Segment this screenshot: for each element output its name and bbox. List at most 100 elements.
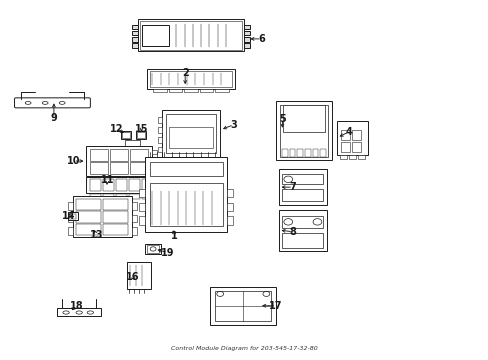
Bar — [137, 19, 244, 51]
Bar — [340, 142, 349, 152]
Bar — [149, 71, 232, 87]
Bar — [312, 149, 318, 157]
Bar — [152, 157, 157, 161]
Bar — [158, 117, 162, 123]
Bar — [282, 216, 323, 228]
Text: 9: 9 — [50, 113, 57, 123]
Bar — [152, 163, 157, 168]
Bar — [69, 213, 76, 219]
Bar — [282, 149, 287, 157]
Bar — [149, 183, 222, 226]
Bar — [131, 215, 136, 222]
Bar — [140, 21, 242, 50]
Bar — [139, 189, 144, 197]
Bar — [67, 212, 78, 220]
Bar — [158, 147, 162, 153]
Bar — [90, 194, 101, 199]
Bar — [215, 89, 228, 92]
Bar — [139, 203, 144, 211]
Bar — [352, 130, 361, 140]
Bar — [244, 37, 250, 41]
Bar — [125, 140, 140, 146]
Bar — [244, 31, 250, 35]
Bar — [184, 89, 198, 92]
Bar — [103, 179, 114, 191]
Bar — [103, 199, 127, 210]
Bar — [145, 244, 161, 254]
Text: 19: 19 — [161, 248, 174, 257]
Ellipse shape — [76, 311, 82, 314]
FancyBboxPatch shape — [15, 98, 90, 108]
Bar — [90, 162, 108, 174]
Bar — [169, 127, 212, 148]
Bar — [152, 170, 157, 174]
Bar — [278, 169, 326, 205]
Bar — [68, 202, 73, 210]
Bar — [352, 142, 361, 152]
Bar — [336, 121, 368, 155]
Bar — [131, 37, 137, 41]
Text: 10: 10 — [66, 156, 80, 166]
Bar — [137, 132, 144, 138]
Bar — [120, 131, 131, 139]
Bar — [162, 111, 220, 157]
Bar — [110, 162, 127, 174]
Bar — [129, 179, 140, 191]
Bar — [227, 203, 233, 211]
Bar — [147, 69, 234, 89]
Bar — [282, 174, 323, 184]
Bar — [103, 194, 114, 199]
Text: 14: 14 — [61, 211, 75, 221]
Bar — [131, 44, 137, 48]
Bar — [57, 309, 101, 316]
Text: 16: 16 — [126, 272, 139, 282]
Bar — [149, 162, 222, 176]
Bar — [244, 44, 250, 48]
Bar — [122, 132, 129, 138]
Bar — [348, 155, 355, 158]
Bar — [282, 234, 323, 248]
Bar — [86, 177, 157, 193]
Bar — [131, 202, 136, 210]
Bar — [131, 25, 137, 29]
Bar — [68, 227, 73, 235]
Bar — [153, 89, 166, 92]
Bar — [210, 287, 276, 325]
Bar — [129, 162, 147, 174]
Bar — [142, 179, 153, 191]
Text: 12: 12 — [110, 123, 123, 134]
Bar — [129, 149, 147, 161]
Bar — [200, 89, 213, 92]
Bar — [103, 224, 127, 235]
Text: 18: 18 — [70, 301, 83, 311]
Text: 7: 7 — [289, 182, 296, 192]
Bar — [142, 194, 153, 199]
Bar — [76, 199, 101, 210]
Bar — [126, 262, 151, 289]
Text: 4: 4 — [345, 127, 352, 137]
Bar — [86, 146, 152, 176]
Bar — [144, 157, 227, 232]
Ellipse shape — [87, 311, 93, 314]
Bar — [227, 189, 233, 197]
Bar — [244, 25, 250, 29]
Bar — [76, 224, 101, 235]
Bar — [103, 211, 127, 222]
Bar — [339, 155, 346, 158]
Bar — [215, 291, 271, 321]
Bar — [276, 102, 331, 160]
Ellipse shape — [59, 102, 65, 104]
Text: 5: 5 — [279, 113, 285, 123]
Bar — [340, 130, 349, 140]
Text: 15: 15 — [134, 123, 148, 134]
Text: 13: 13 — [89, 230, 103, 240]
Bar — [158, 137, 162, 143]
Bar — [135, 131, 146, 139]
Bar — [282, 189, 323, 202]
Bar — [165, 114, 216, 153]
Bar — [283, 105, 324, 132]
Bar — [76, 211, 101, 222]
Bar — [305, 149, 310, 157]
Bar — [110, 149, 127, 161]
Text: 17: 17 — [269, 301, 282, 311]
